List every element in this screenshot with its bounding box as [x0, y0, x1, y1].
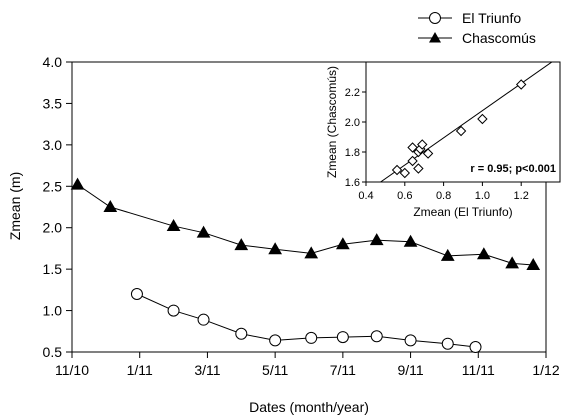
- data-point: [235, 327, 248, 340]
- inset-x-tick-label: 1.2: [514, 190, 529, 202]
- x-tick-label: 5/11: [262, 362, 288, 378]
- data-point: [526, 257, 541, 270]
- scatter-point: [455, 125, 467, 137]
- inset-y-axis-title: Zmean (Chascomús): [325, 66, 339, 178]
- x-tick-label: 3/11: [194, 362, 220, 378]
- x-tick-label: 7/11: [330, 362, 356, 378]
- inset-y-tick-label: 2.0: [345, 117, 360, 129]
- data-point: [441, 337, 454, 350]
- main-chart: 11/10 1/11 3/11 5/11 7/11 9/11 11/11 1/12 0.5 1.0…: [43, 54, 560, 378]
- data-point: [476, 247, 491, 260]
- scatter-point: [407, 155, 418, 167]
- inset-x-axis-title: Zmean (El Triunfo): [413, 205, 512, 219]
- data-point: [305, 331, 318, 344]
- x-tick-label: 11/11: [462, 362, 495, 378]
- data-point: [269, 334, 282, 347]
- inset-annotation: r = 0.95; p<0.001: [470, 163, 556, 175]
- data-point: [197, 313, 210, 326]
- legend-marker: [429, 12, 441, 24]
- legend: El Triunfo Chascomús: [418, 10, 536, 46]
- x-tick-label: 11/10: [55, 362, 89, 378]
- inset-frame: [365, 61, 561, 183]
- scatter-point: [477, 113, 488, 125]
- data-point: [370, 330, 383, 343]
- inset-y-tick-label: 1.8: [345, 147, 360, 159]
- y-tick-label: 2.5: [43, 178, 63, 194]
- y-tick-label: 4.0: [43, 54, 63, 70]
- series-line: [77, 184, 534, 266]
- fit-line: [379, 62, 553, 182]
- scatter-point: [417, 139, 428, 150]
- inset-y-tick-label: 1.6: [345, 177, 360, 189]
- x-tick-label: 9/11: [397, 362, 423, 378]
- inset-x-tick-label: 0.6: [397, 190, 412, 202]
- data-point: [335, 237, 350, 250]
- data-point: [268, 242, 283, 255]
- inset-x-tick-label: 0.8: [436, 190, 451, 202]
- data-point: [469, 341, 482, 354]
- legend-label: El Triunfo: [462, 10, 521, 26]
- data-point: [505, 256, 520, 269]
- legend-label: Chascomús: [462, 30, 536, 46]
- data-point: [196, 225, 211, 238]
- x-tick-label: 1/11: [127, 362, 153, 378]
- y-tick-label: 1.5: [43, 261, 63, 277]
- data-point: [103, 199, 118, 212]
- y-tick-label: 3.5: [43, 95, 63, 111]
- data-point: [130, 288, 143, 300]
- inset-y-tick-label: 2.2: [345, 87, 360, 99]
- scatter-point: [422, 148, 434, 159]
- inset-x-tick-label: 1.0: [475, 190, 490, 202]
- y-tick-label: 0.5: [43, 344, 63, 360]
- data-point: [304, 246, 319, 259]
- data-point: [336, 331, 349, 344]
- data-point: [70, 177, 85, 190]
- data-point: [167, 304, 180, 317]
- scatter-point: [515, 79, 527, 90]
- data-point: [404, 334, 417, 347]
- data-point: [166, 219, 181, 232]
- y-tick-label: 3.0: [43, 137, 63, 153]
- y-tick-label: 1.0: [43, 303, 63, 319]
- y-tick-label: 2.0: [43, 220, 63, 236]
- legend-marker: [429, 32, 441, 43]
- y-axis-title: Zmean (m): [7, 172, 23, 240]
- data-point: [440, 248, 455, 261]
- scatter-point: [407, 142, 418, 153]
- x-axis-title: Dates (month/year): [249, 399, 369, 415]
- inset-chart: 0.4 0.6 0.8 1.0 1.2 1.6 1.8 2.0 2.2 r = 0.95; p<0…: [325, 61, 561, 219]
- inset-x-tick-label: 0.4: [358, 190, 373, 202]
- scatter-point: [399, 167, 411, 179]
- data-point: [234, 238, 249, 251]
- plot-frame: [71, 61, 547, 353]
- x-tick-label: 1/12: [532, 362, 559, 378]
- scatter-point: [413, 163, 424, 174]
- scatter-point: [391, 164, 403, 176]
- data-point: [369, 233, 384, 246]
- data-point: [403, 234, 418, 247]
